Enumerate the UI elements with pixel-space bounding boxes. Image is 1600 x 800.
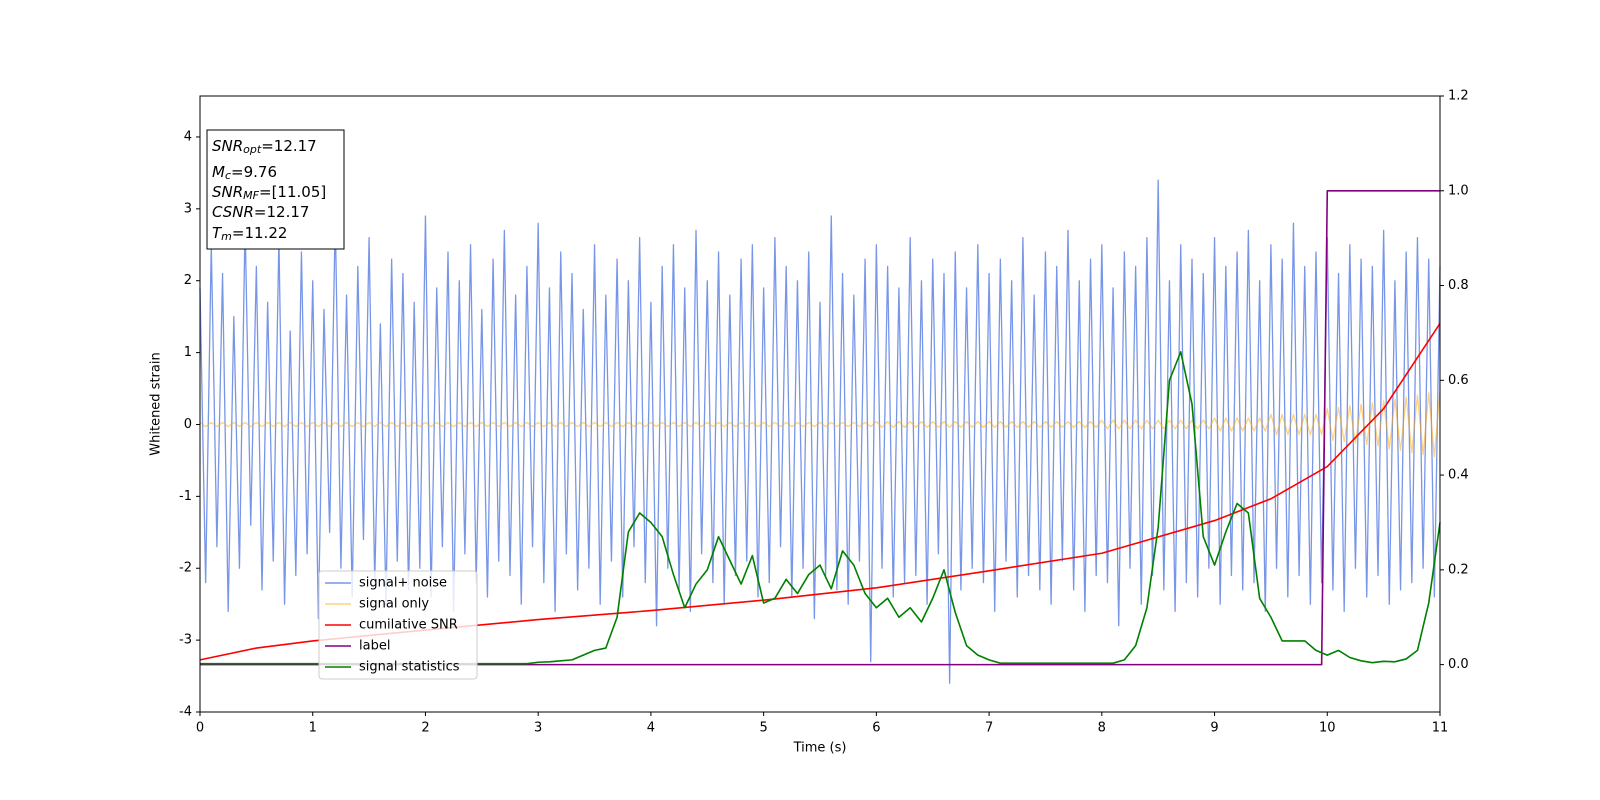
y2-tick-label: 0.2 (1448, 562, 1469, 577)
annotation-symbol: CSNR (212, 203, 254, 221)
x-tick-label: 2 (421, 721, 429, 736)
series-line (200, 189, 1440, 666)
x-tick-label: 6 (872, 721, 880, 736)
annotation-text: CSNR=12.17 (212, 203, 309, 221)
x-tick-label: 4 (647, 721, 655, 736)
y-tick-label: 1 (184, 345, 192, 360)
annotation-text: SNRMF=[11.05] (212, 183, 326, 203)
annotation-symbol: SNR (212, 137, 243, 155)
y2-tick-label: 0.0 (1448, 657, 1469, 672)
y-axis-label: Whitened strain (149, 352, 164, 455)
legend-label: signal+ noise (359, 576, 447, 591)
annotation-value: =12.17 (254, 203, 310, 221)
x-tick-label: 3 (534, 721, 542, 736)
y-tick-label: -4 (179, 705, 192, 720)
legend-frame (318, 570, 478, 680)
legend-label: cumilative SNR (359, 618, 458, 633)
annotation-text: Tm=11.22 (212, 224, 287, 244)
y2-tick-label: 0.4 (1448, 468, 1469, 483)
legend-label: signal statistics (359, 660, 460, 675)
y-tick-label: 4 (184, 129, 192, 144)
annotation-frame (206, 129, 345, 250)
annotation-value: =9.76 (231, 163, 277, 181)
x-axis-label: Time (s) (793, 741, 847, 756)
legend-label: signal only (359, 597, 429, 612)
annotation-value: =[11.05] (259, 183, 326, 201)
y-tick-label: 3 (184, 201, 192, 216)
annotation-subscript: m (221, 230, 232, 243)
x-tick-label: 5 (759, 721, 767, 736)
series-line (199, 179, 1441, 684)
annotation-text: SNRopt=12.17 (212, 137, 317, 157)
y2-tick-label: 1.2 (1448, 89, 1469, 104)
annotation-value: =11.22 (232, 224, 288, 242)
x-tick-label: 11 (1432, 721, 1449, 736)
series-line (199, 390, 1441, 458)
y-tick-label: -1 (179, 489, 192, 504)
y-tick-label: 0 (184, 417, 192, 432)
y-tick-label: -3 (179, 633, 192, 648)
annotation-symbol: T (212, 224, 223, 242)
y-tick-label: 2 (184, 273, 192, 288)
x-tick-label: 8 (1098, 721, 1106, 736)
annotation-subscript: c (225, 169, 231, 182)
plot-frame (199, 95, 1441, 713)
x-tick-label: 9 (1210, 721, 1218, 736)
x-tick-label: 1 (309, 721, 317, 736)
y2-tick-label: 0.6 (1448, 373, 1469, 388)
annotation-subscript: opt (243, 143, 262, 156)
annotation-symbol: SNR (212, 183, 243, 201)
annotation-box: SNRopt=12.17Mc=9.76SNRMF=[11.05]CSNR=12.… (206, 129, 345, 250)
annotation-subscript: MF (243, 189, 259, 202)
annotation-value: =12.17 (261, 137, 317, 155)
y-tick-label: -2 (179, 561, 192, 576)
y2-tick-label: 1.0 (1448, 183, 1469, 198)
x-tick-label: 7 (985, 721, 993, 736)
legend: signal+ noise signal only cumilative SNR la… (318, 570, 478, 680)
y2-tick-label: 0.8 (1448, 278, 1469, 293)
x-tick-label: 0 (196, 721, 204, 736)
x-tick-label: 10 (1319, 721, 1336, 736)
legend-label: label (359, 639, 390, 654)
annotation-text: Mc=9.76 (212, 163, 277, 183)
annotation-symbol: M (212, 163, 225, 181)
